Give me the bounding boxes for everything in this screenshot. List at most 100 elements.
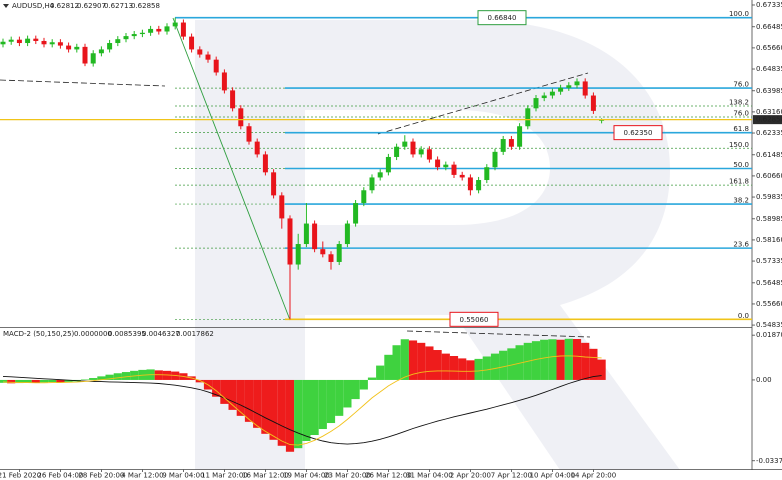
macd-bar <box>466 360 475 380</box>
candle-body <box>164 26 170 32</box>
candle-body <box>205 54 211 60</box>
candle-body <box>492 151 498 168</box>
candle-body <box>582 81 588 96</box>
fib-level-label: 138.2 <box>729 99 749 107</box>
candle-body <box>74 46 80 50</box>
macd-bar <box>244 379 254 422</box>
candle-body <box>8 39 14 42</box>
macd-bar <box>31 379 40 383</box>
macd-bar <box>589 348 598 380</box>
macd-bar <box>269 379 278 440</box>
candle-body <box>590 95 596 111</box>
candle-body <box>41 40 47 45</box>
y-tick-label: 0.00 <box>756 376 772 384</box>
macd-bar <box>228 379 237 410</box>
candle-body <box>312 223 318 250</box>
macd-bar <box>531 341 541 380</box>
fib-anchor-line <box>172 17 291 321</box>
price-label: 0.66840 <box>488 14 517 22</box>
candle-body <box>459 174 465 178</box>
price-label-box <box>449 311 499 327</box>
macd-reading: 0.0046327 <box>142 330 180 338</box>
macd-bar <box>15 379 24 384</box>
candle-body <box>549 91 555 96</box>
ohlc-high: 0.62907 <box>77 2 106 10</box>
macd-bar <box>277 379 286 446</box>
x-tick-label: 26 Mar 12:00 <box>365 472 412 480</box>
candle-body <box>533 98 539 109</box>
macd-bar <box>212 379 221 397</box>
candle-body <box>279 195 285 219</box>
candle-body <box>189 36 195 50</box>
x-tick-label: 14 Apr 20:00 <box>571 472 617 480</box>
candle-body <box>558 87 564 92</box>
macd-bar <box>56 379 65 383</box>
macd-bar <box>490 353 500 380</box>
candle-body <box>476 180 482 191</box>
macd-bar <box>499 350 508 380</box>
x-tick-label: 2 Apr 20:00 <box>450 472 491 480</box>
y-tick-label: 0.67335 <box>756 1 782 9</box>
macd-bar <box>392 345 401 380</box>
macd-bar <box>121 372 131 380</box>
price-label: 0.62350 <box>624 129 653 137</box>
macd-bar <box>458 358 467 380</box>
y-tick-label: 0.58985 <box>756 215 782 223</box>
candle-body <box>385 156 391 173</box>
candle-body <box>271 172 277 196</box>
y-tick-label: 0.64835 <box>756 65 782 73</box>
y-tick-label: 0.0187035 <box>756 331 782 339</box>
fib-level-label: 38.2 <box>733 197 749 205</box>
candle-body <box>353 203 359 224</box>
candle-body <box>336 244 342 262</box>
macd-bar <box>581 342 590 380</box>
macd-bar <box>425 346 434 380</box>
candle-body <box>328 254 334 262</box>
candle-body <box>172 22 178 27</box>
candle-body <box>402 141 408 147</box>
macd-reading: 0.0017862 <box>176 330 214 338</box>
macd-bar <box>0 379 8 383</box>
candle-body <box>57 42 63 46</box>
candle-body <box>148 28 154 33</box>
candle-body <box>139 32 145 35</box>
candle-body <box>287 218 293 265</box>
candle-body <box>525 108 531 127</box>
macd-bar <box>48 379 57 383</box>
macd-bar <box>261 379 270 434</box>
current-price-label: 0.62858 <box>756 116 782 124</box>
y-tick-label: 0.66485 <box>756 23 782 31</box>
trend-line <box>377 72 589 135</box>
macd-bar <box>285 379 295 452</box>
fib-level-label: 61.8 <box>733 125 749 133</box>
candle-body <box>123 36 129 40</box>
candle-body <box>82 46 88 64</box>
fib-level-label: 100.0 <box>729 10 749 18</box>
candle-body <box>197 49 203 55</box>
ohlc-close: 0.62858 <box>131 2 160 10</box>
y-tick-label: -0.033756 <box>756 457 782 465</box>
price-label-box <box>613 125 663 141</box>
macd-bar <box>572 339 582 380</box>
candle-body <box>541 95 547 99</box>
macd-bar <box>335 379 344 416</box>
candle-body <box>426 149 432 160</box>
y-tick-label: 0.57335 <box>756 257 782 265</box>
candle-body <box>230 90 236 109</box>
macd-bar <box>318 379 327 430</box>
candle-body <box>500 139 506 152</box>
x-tick-label: 19 Mar 04:00 <box>283 472 330 480</box>
macd-bar <box>253 379 262 428</box>
candle-body <box>25 38 31 44</box>
candle-body <box>394 146 400 157</box>
x-tick-label: 10 Apr 04:00 <box>530 472 576 480</box>
candle-body <box>574 81 580 86</box>
macd-bar <box>507 348 516 380</box>
y-tick-label: 0.63985 <box>756 87 782 95</box>
symbol: AUDUSD,H4 <box>12 2 55 10</box>
macd-bar <box>39 379 49 383</box>
macd-bar <box>597 359 606 380</box>
y-tick-label: 0.61485 <box>756 151 782 159</box>
